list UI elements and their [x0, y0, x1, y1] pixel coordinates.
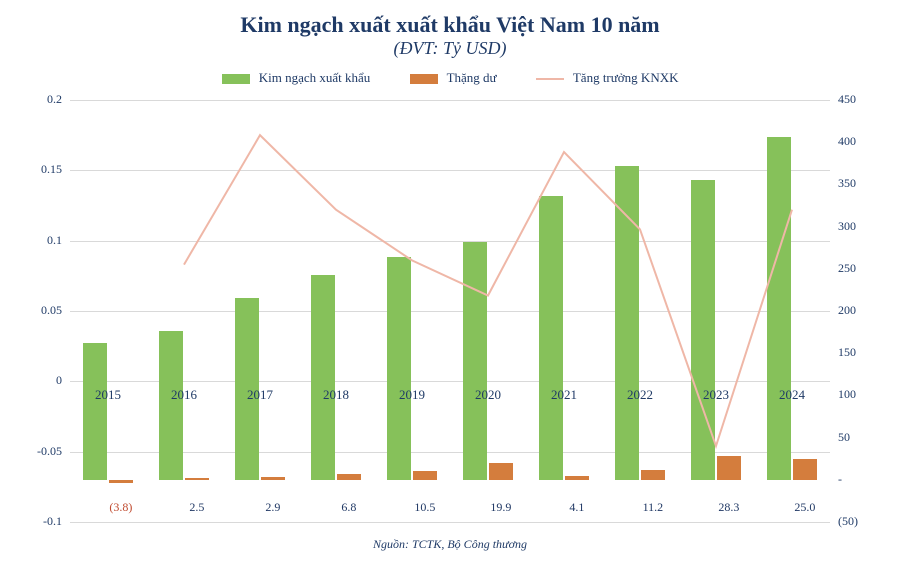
y-left-tick: 0.15: [12, 162, 62, 177]
y-right-tick: 200: [838, 303, 856, 318]
y-right-tick: 400: [838, 134, 856, 149]
legend-swatch-growth: [536, 78, 564, 80]
y-left-tick: -0.1: [12, 514, 62, 529]
legend-swatch-export: [222, 74, 250, 84]
grid-line: [70, 522, 830, 523]
plot-area: -0.1-0.0500.050.10.150.2(50)-50100150200…: [70, 100, 830, 522]
y-left-tick: 0.05: [12, 303, 62, 318]
source-text: Nguồn: TCTK, Bộ Công thương: [0, 537, 900, 552]
y-left-tick: 0: [12, 373, 62, 388]
chart-title: Kim ngạch xuất xuất khẩu Việt Nam 10 năm: [0, 12, 900, 38]
chart-container: Kim ngạch xuất xuất khẩu Việt Nam 10 năm…: [0, 0, 900, 562]
legend-swatch-surplus: [410, 74, 438, 84]
y-right-tick: 100: [838, 387, 856, 402]
growth-line: [184, 135, 792, 446]
legend-label-growth: Tăng trưởng KNXK: [573, 70, 679, 85]
y-right-tick: 350: [838, 176, 856, 191]
y-right-tick: 450: [838, 92, 856, 107]
y-right-tick: (50): [838, 514, 858, 529]
y-right-tick: 250: [838, 261, 856, 276]
legend-item-surplus: Thặng dư: [410, 70, 497, 86]
legend-label-export: Kim ngạch xuất khẩu: [259, 70, 371, 85]
y-left-tick: 0.1: [12, 233, 62, 248]
y-right-tick: -: [838, 472, 842, 487]
legend-item-export: Kim ngạch xuất khẩu: [222, 70, 371, 86]
legend-item-growth: Tăng trưởng KNXK: [536, 70, 679, 86]
y-right-tick: 150: [838, 345, 856, 360]
growth-line-layer: [70, 100, 830, 522]
chart-subtitle: (ĐVT: Tỷ USD): [0, 38, 900, 59]
legend: Kim ngạch xuất khẩu Thặng dư Tăng trưởng…: [0, 70, 900, 86]
y-right-tick: 50: [838, 430, 850, 445]
legend-label-surplus: Thặng dư: [447, 70, 497, 85]
y-left-tick: -0.05: [12, 444, 62, 459]
y-left-tick: 0.2: [12, 92, 62, 107]
y-right-tick: 300: [838, 219, 856, 234]
